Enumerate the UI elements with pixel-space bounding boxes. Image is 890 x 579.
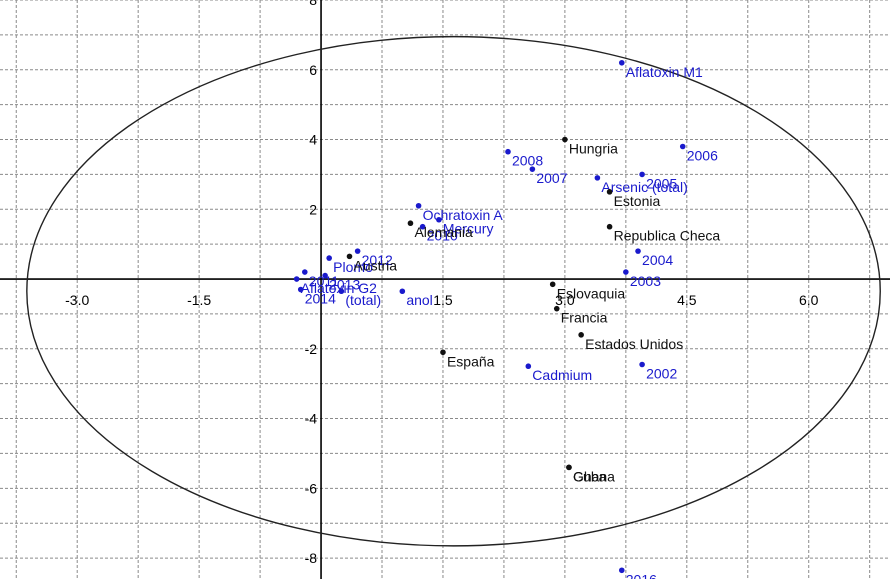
point-label: Estonia <box>614 193 661 209</box>
point-label: Plomo <box>333 259 373 275</box>
point-label: anol <box>406 292 432 308</box>
data-point <box>639 171 645 178</box>
point-label: 2008 <box>512 153 543 169</box>
data-point <box>618 567 625 574</box>
point-label: Mercury <box>443 221 494 237</box>
data-point <box>635 248 641 254</box>
point-label: Estados Unidos <box>585 336 683 352</box>
y-tick-label: 8 <box>309 0 317 8</box>
point-label: Republica Checa <box>614 228 721 244</box>
point-label: Cadmium <box>532 367 592 383</box>
y-tick-label: 6 <box>309 62 317 78</box>
point-label: 2005 <box>646 175 677 191</box>
point-label: 2010 <box>427 228 458 244</box>
point-label: Ghana <box>573 468 615 484</box>
data-point <box>415 202 422 209</box>
data-point <box>440 349 446 356</box>
data-point <box>399 288 406 295</box>
y-tick-label: -6 <box>305 480 318 496</box>
y-tick-label: 4 <box>309 132 317 148</box>
data-point <box>322 272 328 279</box>
point-label: 2006 <box>687 147 718 163</box>
data-point <box>679 143 686 150</box>
data-point <box>639 361 645 368</box>
point-label: Austria <box>353 257 397 273</box>
x-tick-label: -1.5 <box>187 292 211 308</box>
data-point <box>618 59 625 66</box>
y-tick-label: -2 <box>305 341 318 357</box>
data-point <box>525 363 532 370</box>
point-label: Cuba <box>573 468 607 484</box>
point-label: 2007 <box>536 170 567 186</box>
data-point <box>297 286 304 293</box>
point-label: Ochratoxin A <box>423 207 504 223</box>
data-point <box>505 148 511 155</box>
data-point <box>553 305 560 312</box>
point-label: 2002 <box>646 365 677 381</box>
data-point <box>594 175 601 181</box>
data-point <box>562 136 568 143</box>
data-point <box>301 269 308 275</box>
point-label: 2012 <box>362 252 393 268</box>
x-tick-label: 1.5 <box>433 292 453 308</box>
y-tick-label: 2 <box>309 201 317 217</box>
point-label: Hungria <box>569 141 618 157</box>
y-tick-label: -4 <box>305 411 318 427</box>
data-point <box>606 189 613 195</box>
point-label: España <box>447 353 495 369</box>
x-tick-label: 6.0 <box>799 292 819 308</box>
data-point <box>407 220 414 227</box>
point-label: Arsenic (total) <box>601 179 687 195</box>
point-label: 2004 <box>642 252 673 268</box>
data-point <box>566 464 572 471</box>
data-point <box>606 223 613 230</box>
data-point <box>578 332 584 338</box>
data-point <box>623 269 629 275</box>
x-tick-label: 3.0 <box>555 292 575 308</box>
point-label: Alemania <box>414 224 473 240</box>
data-point <box>549 281 556 288</box>
confidence-ellipse-layer <box>26 35 881 547</box>
data-point <box>419 223 426 230</box>
x-tick-label: -3.0 <box>65 292 89 308</box>
point-label: Aflatoxin M1 <box>626 64 703 80</box>
data-point <box>354 248 361 254</box>
data-point <box>338 288 345 295</box>
point-label: (total) <box>345 292 381 308</box>
data-point <box>326 255 332 261</box>
point-label: 2016 <box>626 571 657 579</box>
y-tick-label: -8 <box>305 550 318 566</box>
point-label: 2003 <box>630 273 661 289</box>
point-label: 2011 <box>309 273 339 289</box>
point-label: Francia <box>561 310 608 326</box>
point-label: 2014 <box>305 291 336 307</box>
confidence-ellipse <box>26 35 881 547</box>
data-point <box>529 166 536 172</box>
data-point <box>436 216 442 223</box>
point-label: Eslovaquia <box>557 285 626 301</box>
tick-labels: -3.0 -1.5 1.5 3.0 4.5 6.0 8 6 4 2 -2 -4 -6 -8 <box>65 0 819 566</box>
point-label: 2013 <box>329 277 360 293</box>
point-label: Aflatoxin G2 <box>301 280 377 296</box>
data-point <box>346 253 353 260</box>
x-tick-label: 4.5 <box>677 292 697 308</box>
data-point <box>293 276 300 282</box>
